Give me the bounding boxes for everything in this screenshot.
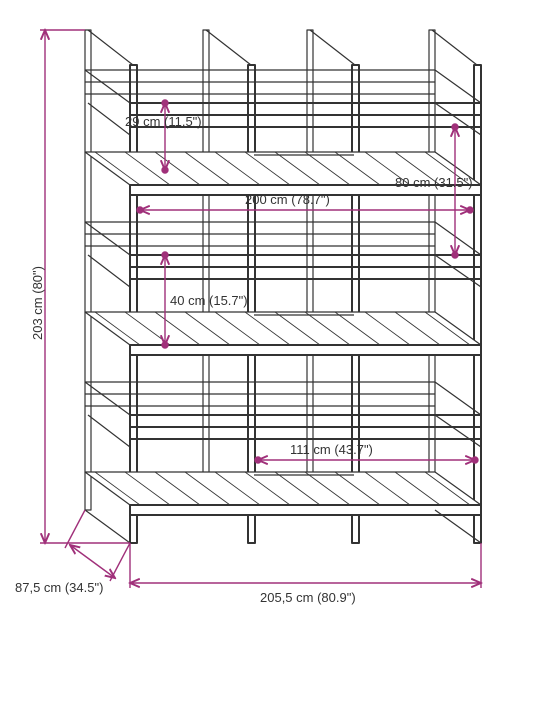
dim-slat-len-label: 111 cm (43.7") <box>290 442 373 457</box>
dim-gap-label: 80 cm (31.5") <box>395 175 473 190</box>
dim-top-rail-label: 29 cm (11.5") <box>125 115 190 129</box>
bed-structure <box>85 30 481 543</box>
mid-level <box>85 222 481 355</box>
dim-height-label: 203 cm (80") <box>30 266 45 340</box>
bottom-level <box>85 382 481 543</box>
dim-inner-len-label: 200 cm (78.7") <box>245 192 330 207</box>
dim-depth-label: 87,5 cm (34.5") <box>15 580 103 595</box>
dim-width-label: 205,5 cm (80.9") <box>260 590 356 605</box>
dim-mid-rail-label: 40 cm (15.7") <box>170 293 248 308</box>
bunk-bed-diagram <box>0 0 540 720</box>
post-top-connectors <box>88 30 477 65</box>
